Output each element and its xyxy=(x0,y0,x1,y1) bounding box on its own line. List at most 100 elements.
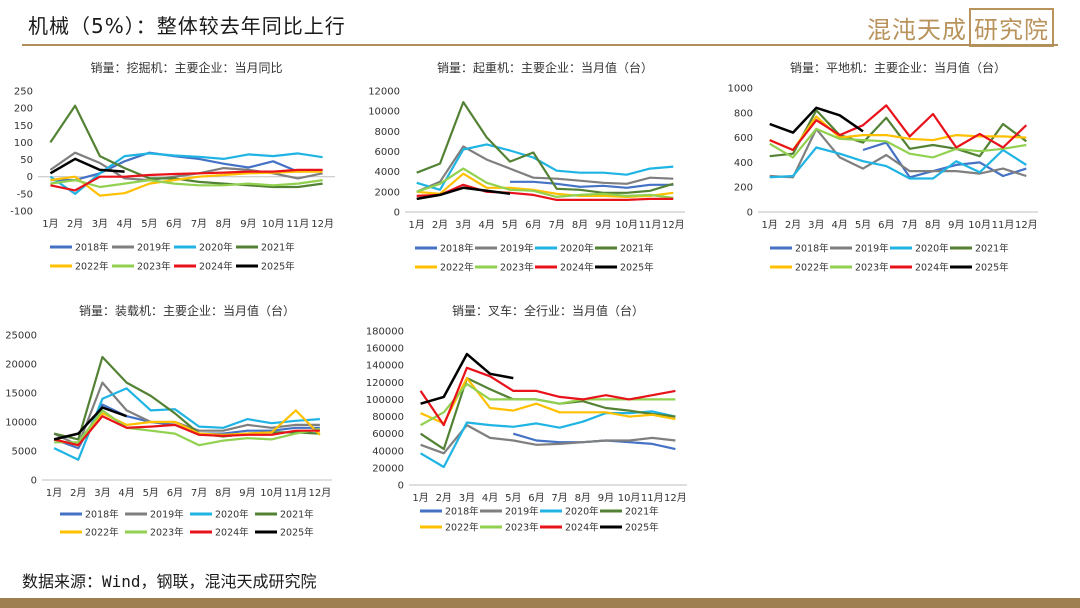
chart-forklift-svg: 销量：叉车：全行业：当月值（台） 0 20000 40000 60000 80000 100… xyxy=(366,303,687,534)
x-tick-label: 11月 xyxy=(639,219,662,231)
y-tick-label: 80000 xyxy=(372,412,404,423)
x-tick-label: 2月 xyxy=(67,218,83,230)
legend-label: 2021年 xyxy=(625,506,659,518)
legend-label: 2020年 xyxy=(215,509,249,521)
chart-loader-svg: 销量：装载机：主要企业：当月值（台） 0 5000 10000 15000 20000 25… xyxy=(5,303,332,539)
legend-label: 2021年 xyxy=(975,243,1009,255)
series-line xyxy=(510,180,674,189)
x-tick-label: 2月 xyxy=(70,487,86,499)
series-line xyxy=(420,410,676,469)
legend-label: 2024年 xyxy=(565,522,599,534)
series-line xyxy=(50,168,323,192)
brand-logo: 混沌天成 研究院 xyxy=(867,8,1054,47)
x-tick-label: 4月 xyxy=(118,487,134,499)
x-tick-label: 12月 xyxy=(664,492,687,504)
x-tick-label: 10月 xyxy=(968,219,991,231)
y-tick-label: 140000 xyxy=(366,361,404,372)
x-tick-label: 5月 xyxy=(855,219,871,231)
legend-label: 2023年 xyxy=(505,522,539,534)
legend-label: 2024年 xyxy=(199,261,233,273)
series-line xyxy=(50,170,323,197)
series-line xyxy=(769,127,1027,159)
x-tick-label: 1月 xyxy=(761,219,777,231)
y-tick-label: 5000 xyxy=(12,447,37,458)
legend-label: 2020年 xyxy=(199,242,233,254)
legend-label: 2021年 xyxy=(261,242,295,254)
x-tick-label: 3月 xyxy=(455,219,471,231)
y-tick-label: 600 xyxy=(734,133,753,144)
y-tick-label: 20000 xyxy=(5,360,37,371)
y-tick-label: 12000 xyxy=(368,87,400,98)
series-line xyxy=(49,152,323,195)
x-tick-label: 7月 xyxy=(191,218,207,230)
legend-label: 2022年 xyxy=(75,261,109,273)
logo-box-text: 研究院 xyxy=(969,8,1054,47)
legend-label: 2022年 xyxy=(440,262,474,274)
x-tick-label: 1月 xyxy=(46,487,62,499)
header-divider xyxy=(22,44,1058,46)
y-tick-label: 10000 xyxy=(5,418,37,429)
chart-title: 销量：叉车：全行业：当月值（台） xyxy=(452,303,644,318)
series-line xyxy=(420,352,514,405)
x-tick-label: 5月 xyxy=(502,219,518,231)
x-tick-label: 4月 xyxy=(478,219,494,231)
legend-label: 2022年 xyxy=(85,527,119,539)
y-tick-label: 8000 xyxy=(375,127,400,138)
legend-label: 2019年 xyxy=(855,243,889,255)
series-line xyxy=(53,381,320,447)
legend-label: 2025年 xyxy=(261,261,295,273)
chart-title: 销量：起重机：主要企业：当月值（台） xyxy=(437,60,653,75)
x-tick-label: 3月 xyxy=(94,487,110,499)
legend-label: 2021年 xyxy=(280,509,314,521)
x-tick-label: 8月 xyxy=(575,492,591,504)
x-tick-label: 3月 xyxy=(92,218,108,230)
y-tick-label: -100 xyxy=(10,207,33,218)
legend-label: 2023年 xyxy=(137,261,171,273)
x-tick-label: 12月 xyxy=(1015,219,1038,231)
x-tick-label: 7月 xyxy=(551,492,567,504)
chart-forklift: 销量：叉车：全行业：当月值（台） 0 20000 40000 60000 80000 100… xyxy=(365,298,710,548)
chart-crane-svg: 销量：起重机：主要企业：当月值（台） 0 2000 4000 6000 8000 10000… xyxy=(368,60,685,274)
x-tick-label: 3月 xyxy=(459,492,475,504)
series-line xyxy=(416,143,674,191)
x-tick-label: 10月 xyxy=(262,218,285,230)
legend-label: 2018年 xyxy=(75,242,109,254)
x-tick-label: 5月 xyxy=(505,492,521,504)
legend-label: 2020年 xyxy=(915,243,949,255)
x-tick-label: 10月 xyxy=(615,219,638,231)
y-tick-label: 50 xyxy=(20,155,33,166)
legend-label: 2020年 xyxy=(565,506,599,518)
x-tick-label: 2月 xyxy=(432,219,448,231)
x-tick-label: 10月 xyxy=(618,492,641,504)
legend-label: 2018年 xyxy=(440,243,474,255)
x-tick-label: 8月 xyxy=(215,218,231,230)
x-tick-label: 6月 xyxy=(525,219,541,231)
series-line xyxy=(769,127,1027,179)
page-title: 机械（5%）：整体较去年同比上行 xyxy=(28,14,346,38)
series-line xyxy=(416,145,674,193)
legend-label: 2023年 xyxy=(150,527,184,539)
footer-bar xyxy=(0,598,1080,608)
legend-label: 2018年 xyxy=(85,509,119,521)
y-tick-label: 800 xyxy=(734,108,753,119)
x-tick-label: 11月 xyxy=(287,218,310,230)
legend-label: 2023年 xyxy=(855,262,889,274)
x-tick-label: 10月 xyxy=(260,487,283,499)
legend-label: 2020年 xyxy=(560,243,594,255)
x-tick-label: 1月 xyxy=(408,219,424,231)
series-line xyxy=(49,157,125,175)
series-line xyxy=(416,167,674,199)
series-line xyxy=(50,151,323,182)
series-line xyxy=(419,366,676,427)
x-tick-label: 7月 xyxy=(191,487,207,499)
logo-text: 混沌天成 xyxy=(867,16,967,44)
legend-label: 2024年 xyxy=(215,527,249,539)
y-tick-label: 0 xyxy=(394,208,400,219)
legend-label: 2018年 xyxy=(795,243,829,255)
y-tick-label: 0 xyxy=(31,476,37,487)
y-tick-label: 2000 xyxy=(375,187,400,198)
series-line xyxy=(53,355,320,441)
legend-label: 2022年 xyxy=(445,522,479,534)
x-tick-label: 9月 xyxy=(948,219,964,231)
x-tick-label: 6月 xyxy=(167,487,183,499)
